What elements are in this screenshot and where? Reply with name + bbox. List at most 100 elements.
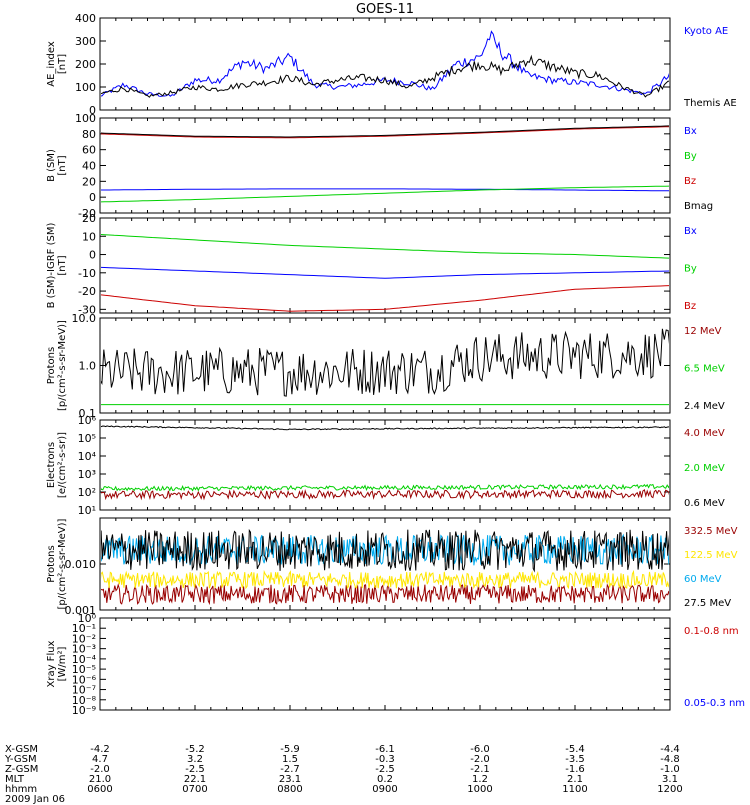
ephemeris-value: -1.6 [565,764,585,775]
panel-frame [99,617,671,711]
y-tick-label: 10⁻³ [72,643,96,656]
series-line-by [101,185,669,203]
y-axis-label: B (SM) [46,149,57,182]
y-tick-label: 20 [82,175,96,188]
legend-label: 0.05-0.3 nm [684,698,745,709]
ephemeris-value: -1.0 [660,764,680,775]
legend-label: Bmag [684,201,713,212]
legend-label: 27.5 MeV [684,598,731,609]
y-tick-label: 0.1 [79,407,97,420]
series-line-bx [101,188,669,192]
plot-title: GOES-11 [355,2,414,17]
y-tick-label: 10⁰ [78,612,97,625]
ephemeris-value: -2.5 [185,764,205,775]
ephemeris-value: 2.1 [567,774,583,785]
panel-2: -20 0 20 40 60 80 100 B (SM) [nT] Bx By Bz Bmag [46,112,713,220]
series-line-2-0-mev [101,483,669,492]
series-line-0-6-mev [101,425,669,431]
time-tick-label: 0800 [277,784,303,795]
time-tick-label: 0900 [372,784,398,795]
panel-7: 10⁻⁹10⁻⁸10⁻⁷10⁻⁶10⁻⁵10⁻⁴10⁻³10⁻²10⁻¹10⁰ X… [46,612,745,717]
legend-label: Themis AE [683,98,737,109]
y-tick-label: 10⁻⁷ [72,684,96,697]
ephemeris-value: 3.2 [187,754,203,765]
ephemeris-value: -6.1 [375,744,395,755]
ephemeris-value: -6.0 [470,744,490,755]
series-line-bz [101,285,669,312]
legend-label: 122.5 MeV [684,550,738,561]
y-axis-label: [nT] [57,255,68,275]
time-tick-label: 0600 [87,784,113,795]
y-tick-label: 20 [82,212,96,225]
series-line-bx [101,266,669,279]
legend-label: Bz [684,301,696,312]
y-axis-label: AE_index [46,41,57,87]
legend-label: 332.5 MeV [684,526,738,537]
legend-label: 60 MeV [684,574,722,585]
ephemeris-value: -4.8 [660,754,680,765]
y-axis-label: [p/(cm²-s-sr-MeV)] [57,320,68,411]
series-line-by [101,233,669,259]
y-tick-label: 10⁶ [78,414,97,427]
ephemeris-value: -5.4 [565,744,585,755]
y-tick-label: 10.0 [72,312,97,325]
legend-label: Kyoto AE [684,26,728,37]
ephemeris-value: -2.1 [470,764,490,775]
y-tick-label: 0 [89,191,96,204]
series-line-27-5-mev [101,528,669,573]
ephemeris-value: -4.2 [90,744,110,755]
y-tick-label: 100 [75,112,96,125]
series-line-bmag [101,125,669,138]
y-tick-label: 0.010 [65,558,97,571]
y-tick-label: 300 [75,35,96,48]
time-tick-label: 0700 [182,784,208,795]
y-axis-label: [p/(cm²-s-sr-MeV)] [57,518,68,609]
y-tick-label: 80 [82,128,96,141]
series-line-4-0-mev [101,488,669,501]
panel-frame [99,117,671,214]
legend-label: Bx [684,126,697,137]
y-tick-label: 10³ [78,468,96,481]
panel-frame [99,17,671,111]
y-axis-label: Protons [46,545,57,582]
y-tick-label: 60 [82,144,96,157]
y-tick-label: 10⁻⁸ [72,694,97,707]
legend-label: 2.0 MeV [684,463,725,474]
y-tick-label: 200 [75,58,96,71]
panel-4: 0.1 1.0 10.0 Protons [p/(cm²-s-sr-MeV)] 12 Me… [46,312,725,420]
ephemeris-value: -2.0 [470,754,490,765]
legend-label: 2.4 MeV [684,401,725,412]
y-tick-label: -20 [78,285,96,298]
ephemeris-value: -5.2 [185,744,205,755]
y-axis-label: [nT] [57,155,68,175]
ephemeris-value: 23.1 [278,774,302,785]
y-axis-label: [nT] [57,54,68,74]
legend-label: By [684,264,697,275]
series-line-bz [101,126,669,139]
y-axis-label: Electrons [46,442,57,488]
legend-label: Bz [684,176,696,187]
y-tick-label: -10 [78,267,96,280]
panel-3: -30 -20 -10 0 10 20 B (SM)-IGRF (SM) [nT] Bx By Bz [46,212,697,316]
ephemeris-value: 1.5 [282,754,298,765]
ephemeris-value: -3.5 [565,754,585,765]
panel-5: 10¹ 10² 10³ 10⁴ 10⁵ 10⁶ Electrons [e/(cm²-s-sr)… [46,414,725,517]
legend-label: 0.6 MeV [684,498,725,509]
ephemeris-label: Z-GSM [5,764,39,775]
legend-label: 12 MeV [684,326,722,337]
y-axis-label: Protons [46,347,57,384]
ephemeris-label: X-GSM [5,744,39,755]
legend-label: 4.0 MeV [684,428,725,439]
series-line-122-5-mev [101,569,669,590]
y-tick-label: 10¹ [78,504,96,517]
y-tick-label: 10⁴ [78,450,97,463]
panel-frame [99,217,671,314]
ephemeris-label: MLT [5,774,24,785]
y-tick-label: 40 [82,160,96,173]
ephemeris-value: -2.0 [90,764,110,775]
ephemeris-value: -2.7 [280,764,300,775]
ephemeris-value: 22.1 [183,774,207,785]
y-tick-label: 10² [78,486,96,499]
